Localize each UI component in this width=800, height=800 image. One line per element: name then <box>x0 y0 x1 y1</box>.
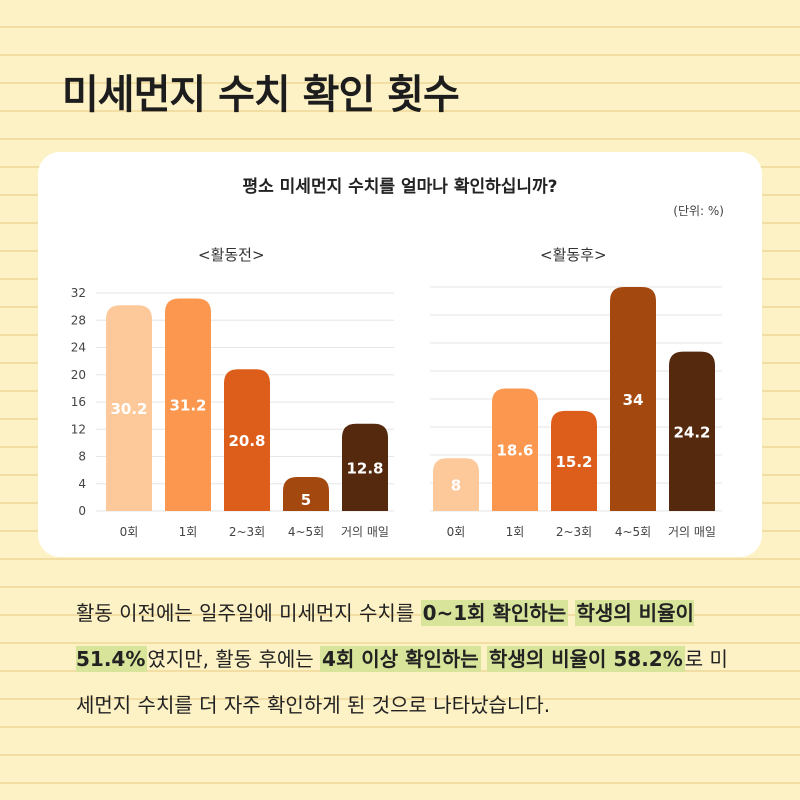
y-tick-label: 20 <box>71 368 86 382</box>
bar <box>492 388 538 511</box>
bar-value-label: 15.2 <box>555 453 592 471</box>
bar <box>433 458 479 511</box>
bar-value-label: 31.2 <box>169 397 206 415</box>
bar <box>610 287 656 511</box>
bar <box>342 423 388 511</box>
x-tick-label: 4~5회 <box>288 525 324 539</box>
bar <box>551 410 597 511</box>
chart-after-title: <활동후> <box>540 246 607 264</box>
x-tick-label: 거의 매일 <box>341 525 389 539</box>
bar <box>224 369 270 511</box>
bar <box>165 298 211 511</box>
bar-value-label: 5 <box>301 491 311 509</box>
bar-value-label: 24.2 <box>673 423 710 441</box>
x-tick-label: 1회 <box>506 525 525 539</box>
desc-highlight-2a: 4회 이상 확인하는 <box>320 646 481 672</box>
desc-part-1: 활동 이전에는 일주일에 미세먼지 수치를 <box>76 601 421 625</box>
bar-value-label: 30.2 <box>110 400 147 418</box>
x-tick-label: 4~5회 <box>615 525 651 539</box>
bar-value-label: 12.8 <box>346 459 383 477</box>
x-tick-label: 0회 <box>447 525 466 539</box>
bar-value-label: 20.8 <box>228 432 265 450</box>
bar-value-label: 34 <box>623 391 644 409</box>
y-tick-label: 8 <box>78 450 86 464</box>
x-tick-label: 1회 <box>179 525 198 539</box>
bar <box>106 305 152 511</box>
desc-highlight-1a: 0~1회 확인하는 <box>420 600 569 626</box>
survey-question: 평소 미세먼지 수치를 얼마나 확인하십니까? <box>242 177 558 197</box>
desc-part-3: 로 미세먼지 수치를 더 자주 확인하게 된 것으로 나타났습니다. <box>76 647 728 717</box>
y-tick-label: 12 <box>71 422 86 436</box>
desc-part-2: 였지만, 활동 후에는 <box>147 647 321 671</box>
x-tick-label: 2~3회 <box>229 525 265 539</box>
y-tick-label: 4 <box>78 477 86 491</box>
chart-before-title: <활동전> <box>198 246 265 264</box>
y-tick-label: 0 <box>78 504 86 518</box>
y-tick-label: 28 <box>71 313 86 327</box>
chart-card: 평소 미세먼지 수치를 얼마나 확인하십니까? (단위: %) <활동전> <활… <box>38 152 762 557</box>
bar-value-label: 8 <box>451 477 461 495</box>
unit-label: (단위: %) <box>673 204 724 218</box>
bar <box>669 351 715 511</box>
x-tick-label: 0회 <box>120 525 139 539</box>
x-tick-label: 2~3회 <box>556 525 592 539</box>
bar <box>283 476 329 511</box>
desc-highlight-2b: 학생의 비율이 58.2% <box>487 646 685 672</box>
y-tick-label: 24 <box>71 341 86 355</box>
bar-value-label: 18.6 <box>496 442 533 460</box>
page-title: 미세먼지 수치 확인 횟수 <box>62 72 460 118</box>
description-text: 활동 이전에는 일주일에 미세먼지 수치를 0~1회 확인하는 학생의 비율이 … <box>76 590 736 728</box>
y-tick-label: 16 <box>71 395 86 409</box>
y-tick-label: 32 <box>71 286 86 300</box>
x-tick-label: 거의 매일 <box>668 525 716 539</box>
bar-charts: 0 4 8 12 16 20 24 28 32 30.2 0회 31.2 1회 20.8 2~3회 5 4~5회… <box>71 286 722 539</box>
